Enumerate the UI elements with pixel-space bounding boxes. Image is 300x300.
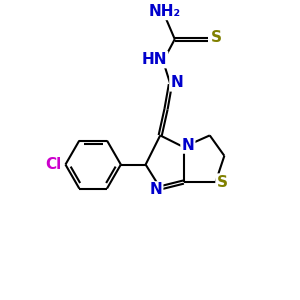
Text: S: S bbox=[211, 30, 222, 45]
Text: N: N bbox=[182, 137, 194, 152]
Text: N: N bbox=[170, 75, 183, 90]
Text: S: S bbox=[217, 175, 227, 190]
Text: NH₂: NH₂ bbox=[148, 4, 181, 19]
Text: HN: HN bbox=[142, 52, 167, 67]
Text: N: N bbox=[149, 182, 162, 197]
Text: Cl: Cl bbox=[45, 157, 61, 172]
